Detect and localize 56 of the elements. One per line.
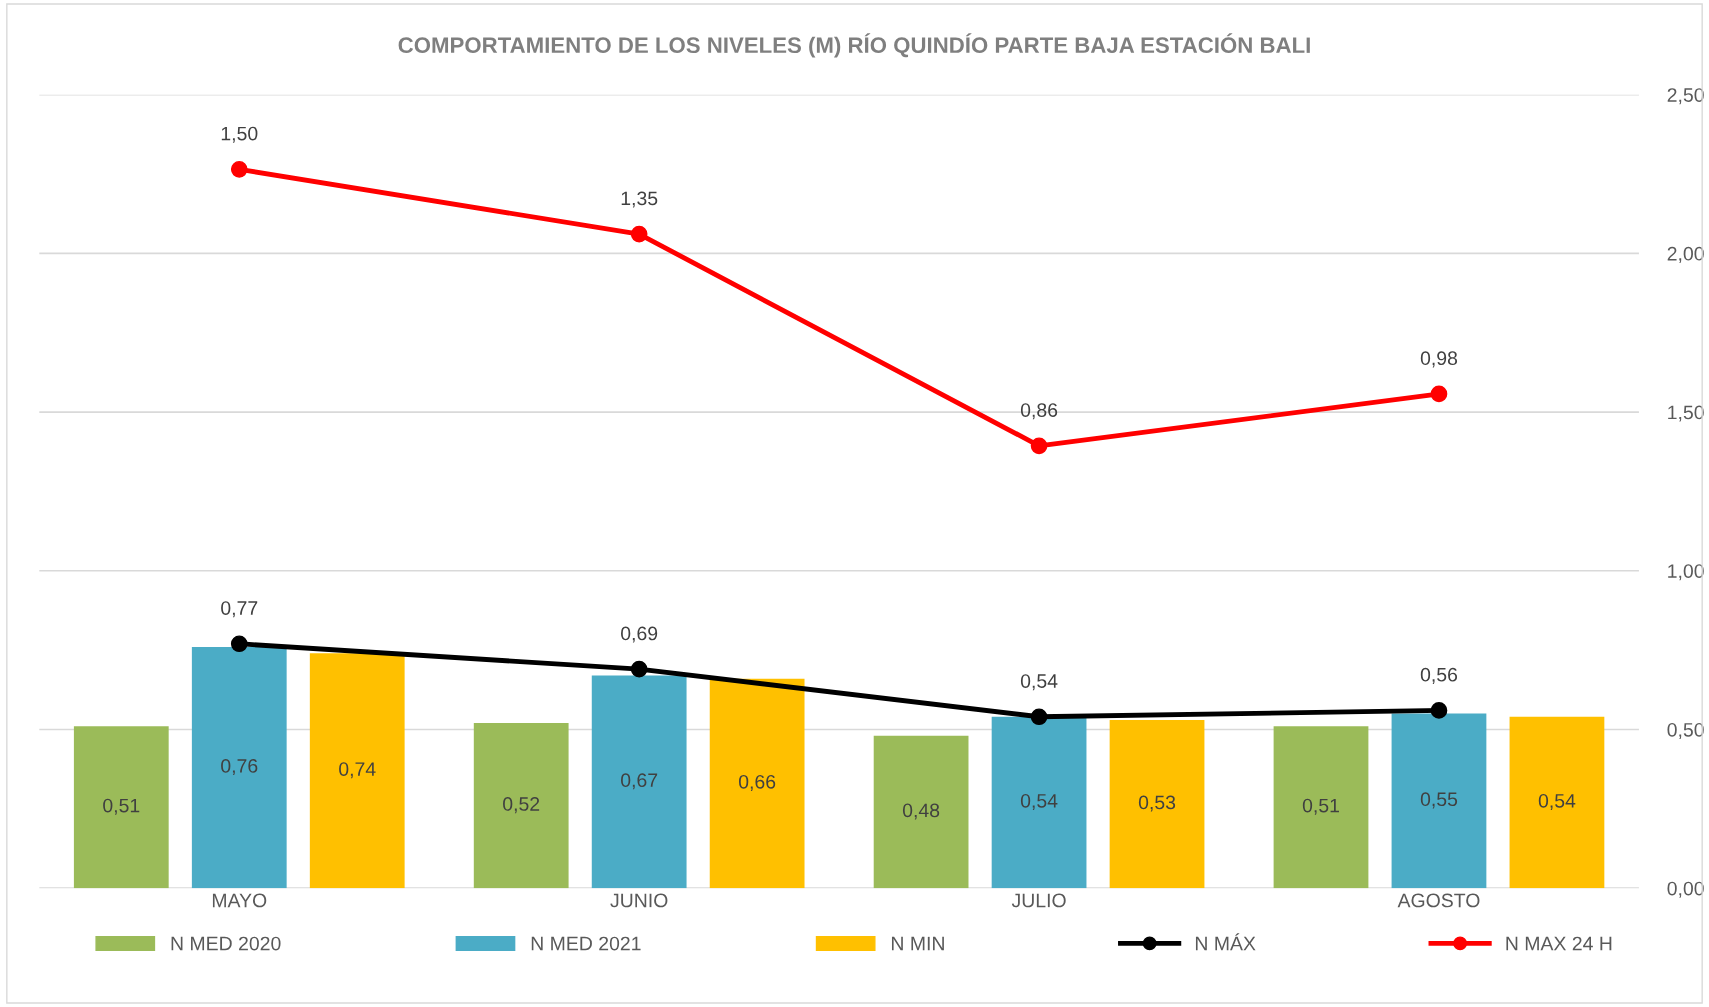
data-label: 0,51: [1302, 798, 1339, 815]
data-label: 0,55: [1420, 792, 1458, 809]
point: [230, 160, 248, 178]
y-tick-label: 0,00: [1667, 881, 1704, 898]
y-tick-label: 1,00: [1668, 564, 1704, 581]
x-tick-label: JUNIO: [610, 893, 668, 908]
point: [630, 225, 648, 243]
legend-label: N MIN: [891, 936, 944, 951]
data-label: 0,54: [1020, 674, 1058, 691]
bar: [1509, 716, 1605, 889]
y-tick-label: 2,50: [1667, 88, 1704, 105]
data-label: 0,51: [103, 798, 140, 815]
bar: [991, 716, 1087, 889]
bar: [191, 646, 287, 889]
data-label: 0,56: [1420, 667, 1458, 684]
legend-label: N MED 2020: [171, 936, 281, 951]
bar: [709, 678, 805, 889]
bar: [309, 653, 405, 889]
legend-label: N MAX 24 H: [1506, 936, 1612, 951]
point: [230, 635, 248, 653]
point: [1030, 708, 1048, 726]
bar: [591, 675, 687, 889]
data-label: 0,77: [221, 601, 258, 618]
data-label: 0,52: [503, 797, 540, 814]
data-label: 0,98: [1420, 351, 1458, 368]
legend-label: N MÁX: [1195, 933, 1256, 951]
point: [1430, 385, 1448, 403]
bar: [1109, 719, 1205, 889]
point: [1430, 702, 1448, 719]
x-tick-label: AGOSTO: [1397, 893, 1480, 908]
legend-label: N MED 2021: [531, 936, 641, 951]
data-label: 0,54: [1020, 793, 1058, 810]
data-label: 0,54: [1538, 793, 1576, 810]
data-label: 0,74: [339, 762, 376, 779]
data-label: 1,50: [221, 126, 258, 143]
y-tick-label: 1,50: [1668, 405, 1704, 422]
data-label: 0,67: [621, 773, 658, 790]
bar: [73, 726, 169, 889]
y-tick-label: 2,00: [1667, 246, 1704, 263]
bar: [1391, 713, 1487, 889]
y-tick-label: 0,50: [1667, 722, 1704, 739]
bar: [1273, 726, 1369, 889]
data-label: 0,48: [902, 803, 940, 820]
data-label: 0,66: [738, 774, 776, 791]
data-label: 0,69: [621, 626, 658, 643]
bar: [873, 735, 969, 889]
x-tick-label: JULIO: [1011, 893, 1066, 908]
data-label: 0,86: [1020, 403, 1058, 420]
point: [630, 660, 648, 678]
x-tick-label: MAYO: [212, 893, 267, 908]
chart-title: COMPORTAMIENTO DE LOS NIVELES (M) RÍO QUINDÍO PARTE BAJA ESTACIÓN BALI: [398, 33, 1310, 58]
point: [1030, 437, 1048, 455]
data-label: 0,53: [1138, 795, 1176, 812]
data-label: 1,35: [621, 191, 658, 208]
bar: [473, 723, 569, 889]
data-label: 0,76: [221, 759, 258, 776]
